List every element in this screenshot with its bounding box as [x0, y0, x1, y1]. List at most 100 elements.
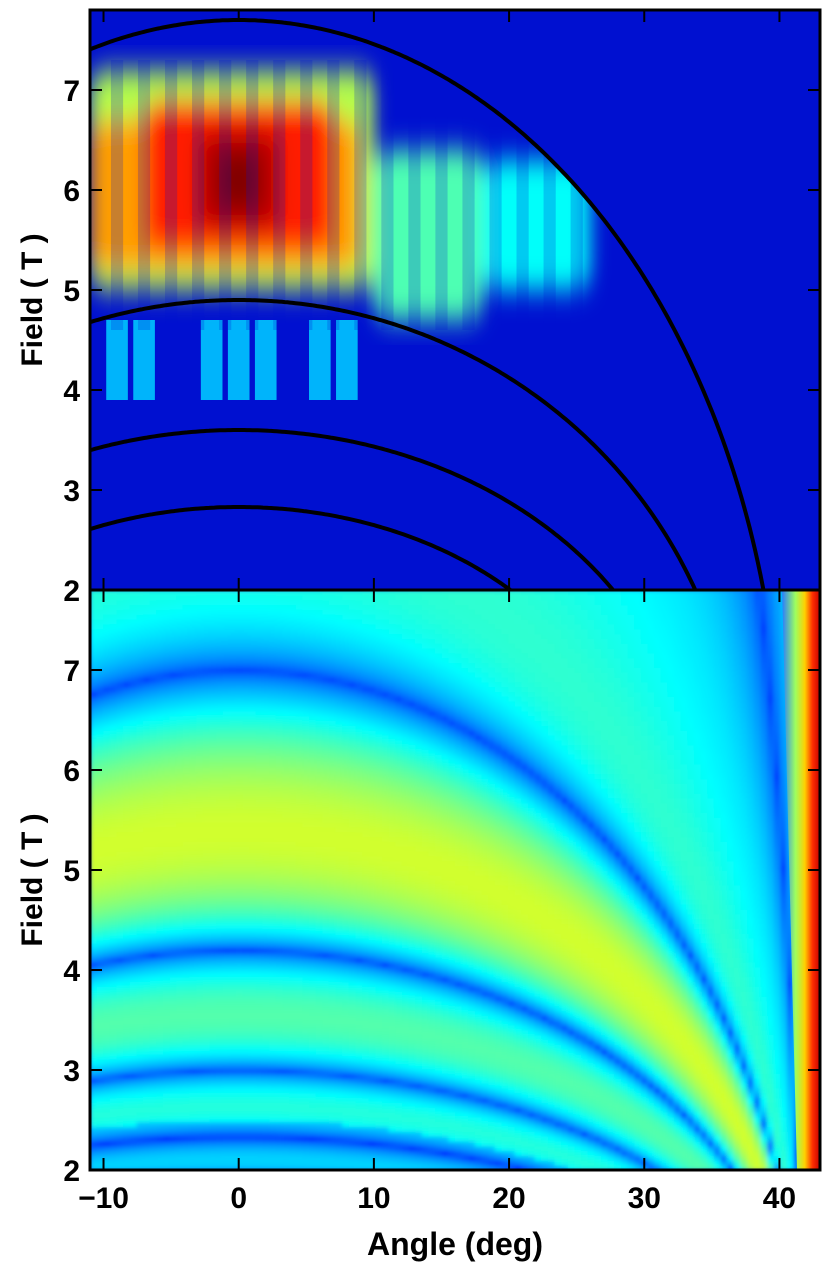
heatmap-cell [255, 913, 264, 920]
heatmap-cell [109, 1054, 118, 1060]
heatmap-cell [269, 971, 277, 978]
heatmap-cell [295, 633, 303, 639]
heatmap-cell [315, 1087, 323, 1094]
heatmap-cell [169, 1087, 177, 1094]
heatmap-cell [295, 904, 303, 910]
heatmap-cell [189, 933, 197, 939]
heatmap-cell [249, 1049, 257, 1055]
heatmap-cell [202, 1015, 210, 1021]
heatmap-cell [282, 1165, 290, 1170]
heatmap-cell [315, 817, 323, 823]
heatmap-cell [109, 715, 118, 722]
heatmap-cell [96, 802, 104, 809]
heatmap-cell [282, 894, 290, 900]
heatmap-cell [289, 681, 297, 688]
heatmap-cell [275, 619, 283, 625]
heatmap-cell [149, 1155, 157, 1161]
heatmap-cell [355, 884, 363, 891]
heatmap-cell [209, 831, 217, 838]
heatmap-cell [163, 952, 171, 958]
heatmap-cell [189, 1083, 197, 1089]
heatmap-cell [229, 672, 237, 678]
heatmap-cell [262, 773, 270, 780]
heatmap-cell [282, 735, 290, 741]
heatmap-cell [335, 672, 343, 678]
heatmap-cell [242, 1039, 250, 1045]
heatmap-cell [249, 744, 257, 751]
heatmap-cell [163, 996, 171, 1002]
heatmap-cell [275, 768, 283, 775]
heatmap-cell [149, 1049, 157, 1055]
heatmap-cell [302, 623, 310, 630]
heatmap-cell [289, 1126, 297, 1132]
heatmap-cell [149, 1131, 157, 1137]
heatmap-cell [216, 1121, 224, 1128]
heatmap-cell [328, 1145, 337, 1152]
heatmap-cell [355, 981, 363, 987]
heatmap-cell [116, 1145, 124, 1152]
heatmap-cell [176, 962, 184, 968]
heatmap-cell [202, 710, 210, 717]
heatmap-cell [348, 860, 356, 867]
heatmap-cell [302, 1087, 310, 1094]
heatmap-cell [123, 623, 131, 630]
heatmap-cell [354, 60, 367, 330]
heatmap-cell [156, 918, 164, 925]
heatmap-cell [335, 648, 343, 654]
heatmap-cell [143, 1058, 151, 1065]
heatmap-cell [169, 933, 177, 939]
heatmap-cell [302, 686, 310, 693]
heatmap-cell [103, 851, 111, 857]
heatmap-cell [309, 812, 317, 818]
heatmap-cell [229, 619, 237, 625]
heatmap-cell [302, 759, 310, 765]
heatmap-cell [255, 889, 264, 896]
heatmap-cell [282, 918, 290, 925]
heatmap-cell [189, 971, 197, 978]
heatmap-cell [342, 996, 350, 1002]
heatmap-cell [229, 942, 237, 949]
heatmap-cell [96, 633, 104, 639]
heatmap-cell [176, 817, 184, 823]
heatmap-cell [109, 933, 118, 939]
heatmap-cell [229, 797, 237, 804]
heatmap-cell [322, 1044, 330, 1050]
heatmap-cell [342, 619, 350, 625]
heatmap-cell [129, 1155, 137, 1161]
heatmap-cell [255, 1097, 264, 1103]
heatmap-cell [149, 904, 157, 910]
heatmap-cell [262, 594, 270, 601]
heatmap-cell [315, 797, 323, 804]
heatmap-cell [275, 599, 283, 606]
heatmap-cell [216, 696, 224, 702]
heatmap-cell [236, 846, 244, 852]
heatmap-cell [335, 807, 343, 813]
heatmap-cell [255, 884, 264, 891]
heatmap-cell [182, 918, 191, 925]
heatmap-cell [309, 831, 317, 838]
heatmap-cell [255, 759, 264, 765]
heatmap-cell [116, 909, 124, 915]
heatmap-cell [109, 1097, 118, 1103]
heatmap-cell [249, 657, 257, 664]
heatmap-cell [255, 730, 264, 736]
heatmap-cell [309, 880, 317, 886]
heatmap-cell [255, 701, 264, 707]
heatmap-cell [295, 817, 303, 823]
heatmap-cell [123, 788, 131, 794]
heatmap-cell [335, 880, 343, 886]
heatmap-cell [328, 928, 337, 934]
heatmap-cell [348, 594, 356, 601]
heatmap-cell [182, 614, 191, 620]
heatmap-cell [149, 681, 157, 688]
heatmap-cell [116, 725, 124, 731]
heatmap-cell [222, 976, 230, 983]
heatmap-cell [242, 633, 250, 639]
heatmap-cell [169, 696, 177, 702]
heatmap-cell [289, 686, 297, 693]
heatmap-cell [156, 604, 164, 610]
heatmap-cell [149, 614, 157, 620]
heatmap-cell [216, 938, 224, 944]
heatmap-cell [262, 797, 270, 804]
heatmap-cell [255, 870, 264, 876]
